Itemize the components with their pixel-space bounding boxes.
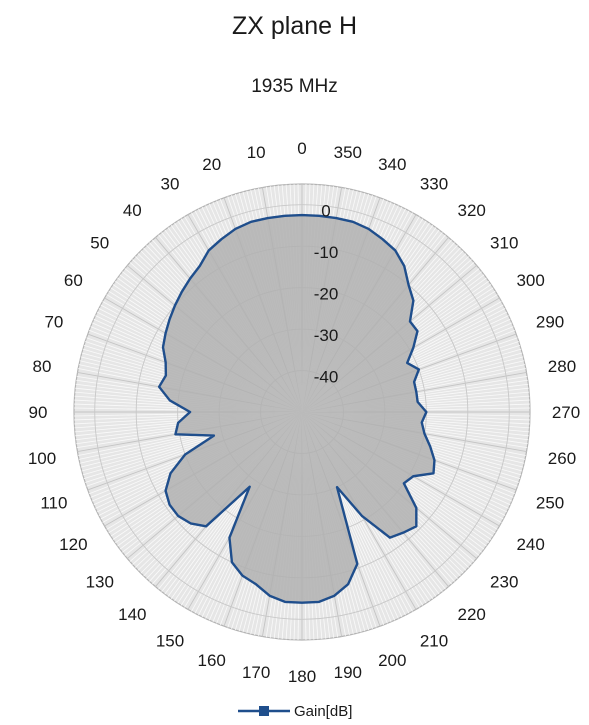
radial-tick-label: 0 [321,202,330,221]
angle-tick-label: 170 [242,663,270,682]
angle-tick-label: 320 [458,201,486,220]
angle-tick-label: 270 [552,403,580,422]
angle-tick-label: 330 [420,174,448,193]
angle-tick-label: 260 [548,449,576,468]
chart-title: ZX plane H [231,12,358,40]
radial-tick-label: -20 [314,285,339,304]
legend-label: Gain[dB] [294,703,352,720]
angle-tick-label: 290 [536,313,564,332]
radial-tick-label: -30 [314,326,339,345]
angle-tick-label: 10 [247,143,266,162]
radial-tick-label: -10 [314,243,339,262]
angle-tick-label: 60 [64,271,83,290]
angle-tick-label: 140 [118,605,146,624]
series-layer [157,213,436,604]
legend-marker [259,706,269,716]
angle-tick-label: 150 [156,632,184,651]
angle-tick-label: 100 [28,449,56,468]
angle-tick-label: 350 [334,143,362,162]
angle-tick-label: 30 [161,174,180,193]
angle-tick-label: 130 [86,573,114,592]
angle-tick-label: 90 [29,403,48,422]
angle-tick-label: 180 [288,667,316,686]
radial-tick-label: -40 [314,368,339,387]
angle-tick-label: 280 [548,357,576,376]
chart-subtitle: 1935 MHz [251,76,338,97]
angle-tick-label: 340 [378,155,406,174]
angle-tick-label: 80 [33,357,52,376]
radial-gridline [94,204,510,620]
angle-tick-label: 220 [458,605,486,624]
angle-tick-label: 190 [334,663,362,682]
angle-tick-label: 20 [202,155,221,174]
angle-tick-label: 40 [123,201,142,220]
legend: Gain[dB] [238,703,352,720]
radial-tick-labels: 0 -10 -20 -30 -40 [314,202,339,387]
angle-tick-label: 210 [420,632,448,651]
angle-tick-label: 50 [90,233,109,252]
angle-tick-label: 0 [297,139,306,158]
angle-tick-label: 200 [378,651,406,670]
angle-tick-label: 160 [198,651,226,670]
angle-tick-label: 70 [44,313,63,332]
series-line [157,213,436,604]
angle-tick-label: 120 [59,535,87,554]
angle-tick-label: 110 [40,493,67,512]
angle-tick-label: 250 [536,493,564,512]
angle-tick-label: 240 [516,535,544,554]
angle-tick-label: 300 [516,271,544,290]
angle-tick-label: 230 [490,573,518,592]
angle-tick-label: 310 [490,233,518,252]
